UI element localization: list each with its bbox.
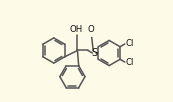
Text: S: S	[91, 48, 97, 58]
Text: Cl: Cl	[125, 58, 134, 67]
Text: Cl: Cl	[125, 39, 134, 48]
Text: OH: OH	[70, 25, 83, 34]
Text: O: O	[87, 25, 94, 34]
